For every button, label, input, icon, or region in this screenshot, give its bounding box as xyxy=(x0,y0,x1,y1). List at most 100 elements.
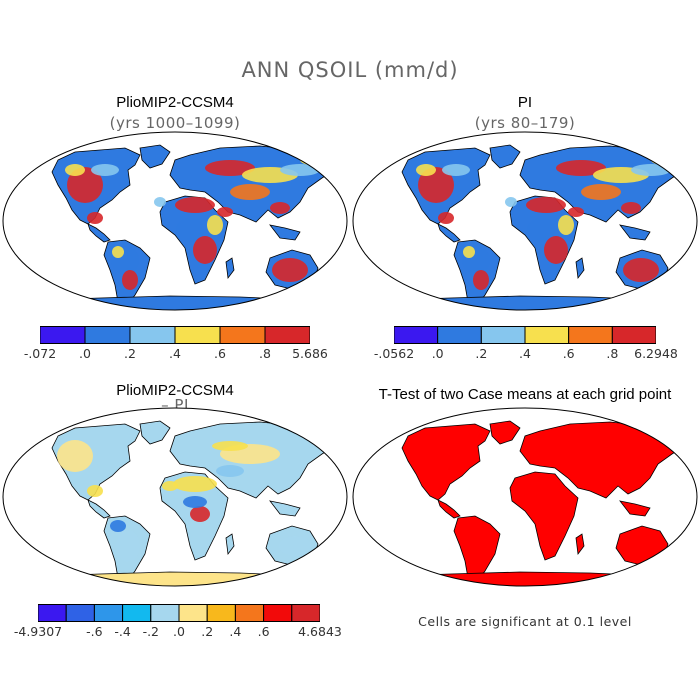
field-patch xyxy=(183,496,207,508)
field-patch xyxy=(280,164,320,176)
colorbar-tick-label: .4 xyxy=(169,346,181,361)
field-patch xyxy=(57,440,93,472)
land-madagascar xyxy=(225,533,235,556)
colorbar-swatch xyxy=(38,604,67,622)
colorbar-tick-label: -.2 xyxy=(142,624,160,639)
field-patch xyxy=(35,304,85,310)
land-greenland xyxy=(489,144,521,169)
map-border xyxy=(2,131,348,311)
field-patch xyxy=(416,164,436,176)
field-patch xyxy=(87,485,103,497)
panel-2-map xyxy=(352,131,698,311)
land-centralAm xyxy=(437,499,461,519)
field-patch xyxy=(216,465,244,477)
field-patch xyxy=(176,218,204,242)
field-patch xyxy=(154,197,166,207)
land-seAsia xyxy=(619,224,651,241)
field-patch xyxy=(527,218,555,242)
field-patch xyxy=(568,207,584,217)
colorbar-tick-label: -.0562 xyxy=(373,346,415,361)
land-seAsia xyxy=(269,500,301,517)
figure-title: ANN QSOIL (mm/d) xyxy=(241,58,459,82)
colorbar-swatch xyxy=(291,604,320,622)
colorbar-tick-label: .0 xyxy=(173,624,185,639)
colorbar-tick-label: 5.686 xyxy=(292,346,328,361)
colorbar-tick-label: -.6 xyxy=(86,624,103,639)
panel-3-map xyxy=(2,407,348,587)
field-patch xyxy=(272,258,308,282)
field-patch xyxy=(205,160,255,176)
field-patch xyxy=(631,164,671,176)
field-patch xyxy=(207,215,223,235)
panel-1-colorbar xyxy=(40,326,310,344)
colorbar-tick-label: .2 xyxy=(201,624,214,639)
field-patch xyxy=(558,215,574,235)
field-patch xyxy=(505,197,517,207)
field-patch xyxy=(110,520,126,532)
colorbar-tick-label: .4 xyxy=(519,346,531,361)
colorbar-tick-label: .6 xyxy=(257,624,270,639)
field-patch xyxy=(173,476,217,492)
colorbar-tick-label: .2 xyxy=(124,346,136,361)
panel-3-title: PlioMIP2-CCSM4 xyxy=(116,382,234,399)
panel-1-subtitle: (yrs 1000–1099) xyxy=(109,114,241,132)
field-patch xyxy=(621,202,641,214)
land-antarctica xyxy=(389,571,661,586)
colorbar-swatch xyxy=(178,604,208,622)
field-patch xyxy=(463,246,475,258)
field-patch xyxy=(418,167,454,203)
field-patch xyxy=(651,155,675,165)
field-patch xyxy=(67,167,103,203)
colorbar-tick-label: .8 xyxy=(606,346,619,361)
colorbar-tick-label: -.072 xyxy=(23,346,57,361)
colorbar-swatch xyxy=(524,326,570,344)
map-border xyxy=(352,131,698,311)
field-patch xyxy=(300,155,324,165)
colorbar-swatch xyxy=(234,604,265,622)
colorbar-swatch xyxy=(40,326,86,344)
land-centralAm xyxy=(87,499,111,519)
field-patch xyxy=(116,530,140,562)
field-patch xyxy=(386,304,436,310)
field-patch xyxy=(438,212,454,224)
panel-4-map xyxy=(352,407,698,587)
colorbar-tick-label: -.4 xyxy=(114,624,131,639)
land-centralAm xyxy=(87,223,111,243)
field-patch xyxy=(122,270,138,290)
colorbar-swatch xyxy=(437,326,482,344)
colorbar-tick-label: .2 xyxy=(475,346,488,361)
land-seAsia xyxy=(619,500,651,517)
colorbar-tick-label: .8 xyxy=(259,346,271,361)
colorbar-swatch xyxy=(480,326,526,344)
colorbar-tick-label: .0 xyxy=(79,346,91,361)
field-patch xyxy=(581,184,621,200)
colorbar-tick-label: 6.2948 xyxy=(634,346,678,361)
panel-3-colorbar xyxy=(38,604,320,622)
field-patch xyxy=(544,236,568,264)
colorbar-swatch xyxy=(129,326,176,344)
field-patch xyxy=(87,212,103,224)
field-patch xyxy=(212,441,248,451)
colorbar-swatch xyxy=(206,604,236,622)
field-patch xyxy=(473,270,489,290)
colorbar-tick-label: .6 xyxy=(214,346,226,361)
colorbar-swatch xyxy=(150,604,180,622)
field-patch xyxy=(175,197,215,213)
field-patch xyxy=(270,202,290,214)
land-greenland xyxy=(139,420,171,445)
land-centralAm xyxy=(437,223,461,243)
field-patch xyxy=(556,160,606,176)
land-northAmerica xyxy=(401,423,491,501)
colorbar-tick-label: -4.9307 xyxy=(13,624,63,639)
significance-note: Cells are significant at 0.1 level xyxy=(418,614,632,629)
colorbar-swatch xyxy=(93,604,124,622)
colorbar-tick-label: .4 xyxy=(229,624,242,639)
panel-2-colorbar xyxy=(394,326,656,344)
panel-4-title: T-Test of two Case means at each grid po… xyxy=(378,386,672,403)
field-patch xyxy=(230,184,270,200)
panel-2-subtitle: (yrs 80–179) xyxy=(474,114,576,132)
colorbar-swatch xyxy=(65,604,95,622)
field-patch xyxy=(190,506,210,522)
panel-1-title: PlioMIP2-CCSM4 xyxy=(116,94,234,111)
field-patch xyxy=(65,164,85,176)
